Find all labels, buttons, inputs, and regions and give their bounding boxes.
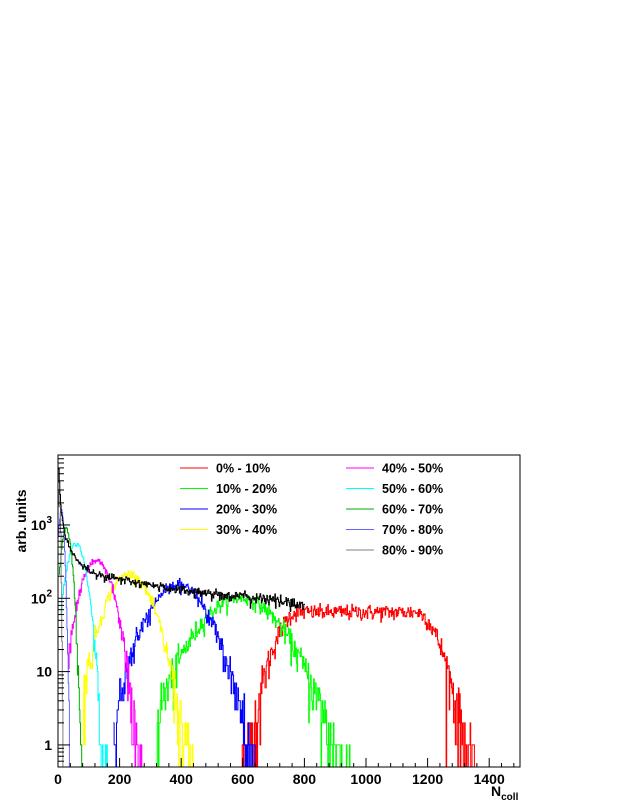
series-line-7 (58, 526, 90, 768)
legend-label-4: 30% - 40% (216, 523, 277, 537)
y-axis-title: arb. units (13, 489, 29, 552)
series-line-5 (67, 558, 148, 768)
legend-label-8: 70% - 80% (382, 523, 443, 537)
series-line-3 (113, 577, 262, 768)
x-axis-title-main: N (491, 783, 501, 799)
x-tick-label: 1400 (474, 771, 505, 787)
y-tick-label: 102 (31, 588, 53, 606)
plot-frame (57, 454, 521, 768)
total-layer (58, 468, 305, 612)
y-tick-label: 103 (31, 515, 53, 533)
x-tick-label: 200 (108, 771, 132, 787)
legend-label-9: 80% - 90% (382, 544, 443, 558)
legend-label-6: 50% - 60% (382, 482, 443, 496)
y-tick-label: 1 (44, 737, 52, 753)
x-tick-label: 600 (231, 771, 255, 787)
x-tick-label: 0 (54, 771, 62, 787)
legend-label-3: 20% - 30% (216, 503, 277, 517)
y-tick-label: 10 (36, 664, 52, 680)
x-tick-label: 1000 (350, 771, 381, 787)
axes-layer: 0 200 400 600 800 1000 1200 1400 1 10 102 103 (31, 454, 515, 787)
legend: 0% - 10% 10% - 20% 20% - 30% 30% - 40% 40% -… (180, 462, 443, 558)
series-layer (58, 489, 496, 768)
series-line-4 (82, 570, 198, 768)
legend-label-5: 40% - 50% (382, 462, 443, 476)
series-line-1 (218, 603, 496, 768)
legend-label-7: 60% - 70% (382, 503, 443, 517)
series-line-6 (60, 542, 111, 768)
x-axis-title: Ncoll (491, 783, 519, 803)
x-axis-title-sub: coll (501, 792, 518, 803)
x-tick-label: 800 (293, 771, 317, 787)
x-tick-label: 400 (170, 771, 194, 787)
total-line (58, 468, 305, 612)
x-tick-label: 1200 (412, 771, 443, 787)
legend-label-1: 0% - 10% (216, 462, 270, 476)
legend-label-2: 10% - 20% (216, 482, 277, 496)
